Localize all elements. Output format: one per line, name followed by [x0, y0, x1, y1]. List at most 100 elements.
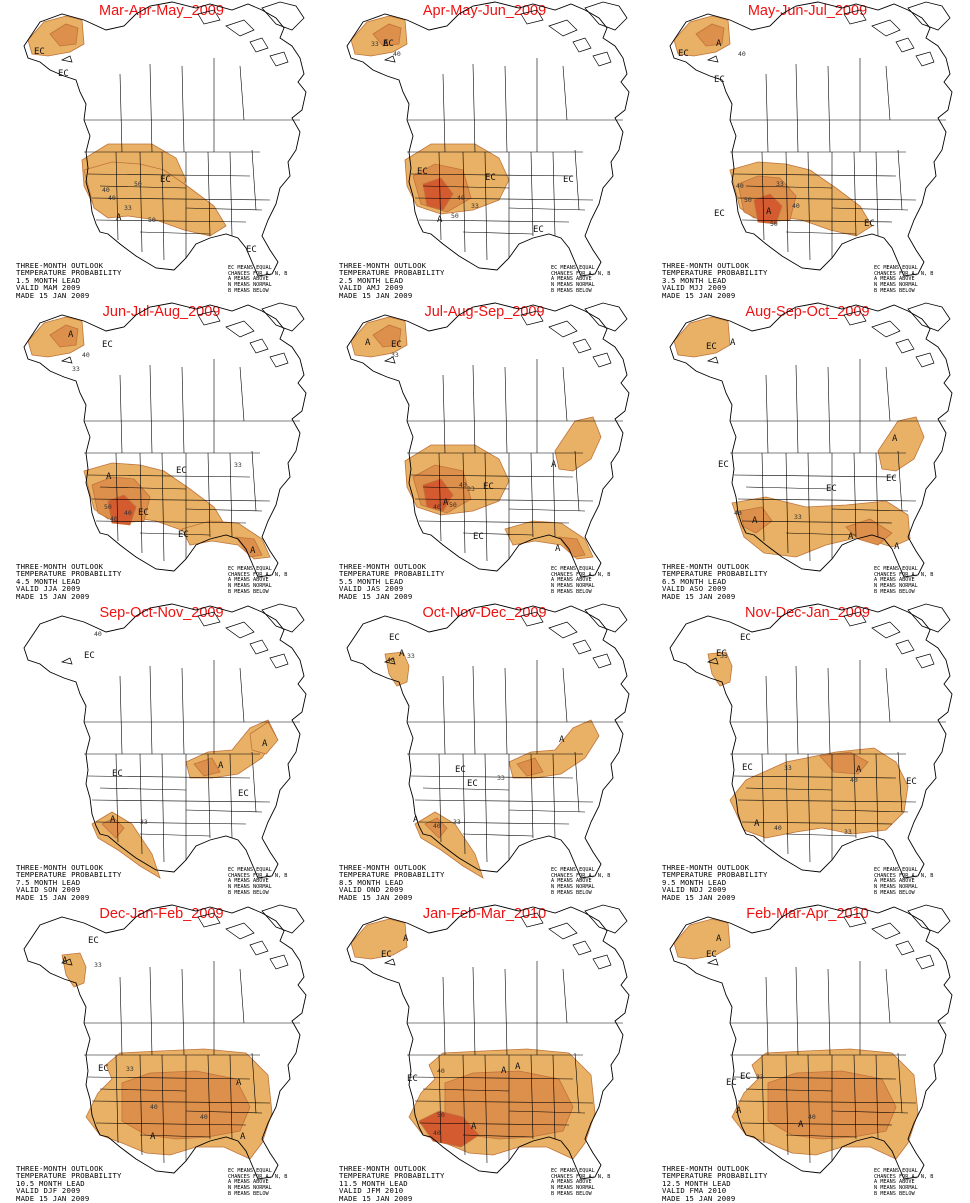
state-border [91, 498, 271, 502]
outlook-category-label: EC [467, 779, 478, 789]
state-border [831, 1110, 909, 1114]
continent-outline [669, 1, 953, 277]
legend-line: B MEANS BELOW [228, 889, 269, 896]
info-line: 2.5 MONTH LEAD [339, 275, 404, 285]
contour-value-label: 50 [451, 212, 459, 220]
map-panel: Aug-Sep-Oct_2009 A EC A EC EC EC A 40 33 A A THREE… [646, 301, 969, 601]
island-outline [269, 352, 289, 368]
state-border [462, 151, 466, 253]
info-line: TEMPERATURE PROBABILITY [339, 870, 445, 880]
state-border [737, 498, 917, 502]
contour-value-label: 33 [124, 204, 132, 212]
outlook-category-label: EC [886, 474, 897, 484]
state-border [185, 207, 263, 211]
legend-line: EC MEANS EQUAL [228, 265, 272, 271]
contour-value-label: 33 [407, 652, 415, 660]
greenland-outline [907, 603, 951, 633]
state-border [827, 667, 831, 755]
state-border [508, 1110, 586, 1114]
island-outline [249, 338, 269, 354]
info-line: TEMPERATURE PROBABILITY [662, 268, 768, 278]
outlook-category-label: EC [178, 530, 189, 540]
legend-line: A MEANS ABOVE [551, 878, 592, 885]
outlook-category-label: A [515, 1062, 521, 1072]
outlook-category-label: EC [98, 1064, 109, 1074]
state-border [795, 364, 799, 454]
base-map [23, 603, 307, 879]
map-panel: Jan-Feb-Mar_2010 A EC EC 40 A A 40 50 A THREE-MO… [323, 903, 646, 1203]
info-line: MADE 15 JAN 2009 [339, 591, 413, 601]
legend-line: N MEANS NORMAL [551, 583, 595, 590]
above-normal-region [554, 416, 602, 472]
state-border [414, 197, 594, 201]
state-border [785, 151, 789, 253]
state-border [207, 753, 211, 839]
state-border [91, 1100, 271, 1104]
contour-value-label: 33 [140, 818, 148, 826]
outlook-map: A EC A EC EC EC A 40 33 A A [669, 302, 953, 578]
island-outline [871, 320, 901, 338]
state-border [91, 799, 271, 803]
state-border [414, 498, 594, 502]
map-legend: EC MEANS EQUAL CHANCES FOR A, N, B A MEA… [228, 566, 287, 596]
state-border [875, 151, 879, 237]
state-border [462, 833, 534, 837]
state-border [207, 452, 211, 538]
info-line: TEMPERATURE PROBABILITY [16, 268, 122, 278]
island-outline [843, 912, 867, 928]
continent-outline [23, 302, 307, 578]
legend-line: N MEANS NORMAL [874, 884, 918, 891]
above-normal-region [193, 757, 221, 777]
outlook-category-label: EC [160, 175, 171, 185]
info-line: VALID MJJ 2009 [662, 283, 727, 293]
legend-line: A MEANS ABOVE [874, 1179, 915, 1186]
state-border [438, 452, 442, 542]
continent-outline [346, 904, 630, 1180]
above-normal-region [707, 651, 733, 687]
above-normal-region [249, 721, 279, 755]
map-panel: Jul-Aug-Sep_2009 A 33 EC A 40 50 33 40 EC A EC A TH… [323, 301, 646, 601]
state-border [99, 1088, 187, 1092]
map-panel: Jun-Jul-Aug_2009 A 40 33 EC EC 33 A 40 50 40 EC EC A… [0, 301, 323, 601]
island-outline [249, 37, 269, 53]
state-border [418, 219, 570, 223]
outlook-category-label: EC [246, 245, 257, 255]
legend-line: N MEANS NORMAL [551, 884, 595, 891]
state-border [530, 151, 534, 237]
island-outline [269, 653, 289, 669]
contour-value-label: 40 [110, 515, 118, 523]
legend-line: CHANCES FOR A, N, B [551, 1173, 611, 1180]
outlook-info: THREE-MONTH OUTLOOK TEMPERATURE PROBABIL… [662, 864, 768, 901]
state-border [745, 185, 833, 189]
state-border [508, 508, 586, 512]
state-border [827, 366, 831, 454]
above-normal-region [101, 817, 125, 839]
outlook-category-label: A [848, 532, 854, 542]
state-border [422, 185, 510, 189]
state-border [139, 1134, 211, 1138]
state-border [207, 1054, 211, 1140]
legend-line: B MEANS BELOW [228, 287, 269, 294]
info-line: THREE-MONTH OUTLOOK [339, 562, 427, 571]
map-panel: Sep-Oct-Nov_2009 40 EC A EC A EC A 33 THREE-MON… [0, 602, 323, 902]
state-border [149, 665, 153, 755]
state-border [508, 809, 586, 813]
state-border [139, 452, 143, 554]
state-border [530, 753, 534, 839]
outlook-category-label: EC [726, 1078, 737, 1088]
island-outline [592, 352, 612, 368]
contour-value-label: 33 [497, 774, 505, 782]
island-outline [197, 9, 221, 25]
state-border [785, 452, 789, 554]
state-border [508, 207, 586, 211]
outlook-category-label: EC [864, 219, 875, 229]
outlook-info: THREE-MONTH OUTLOOK TEMPERATURE PROBABIL… [662, 1165, 768, 1202]
contour-value-label: 50 [744, 196, 752, 204]
info-line: MADE 15 JAN 2009 [16, 1193, 90, 1203]
legend-line: B MEANS BELOW [551, 1190, 592, 1197]
state-border [149, 966, 153, 1056]
state-border [251, 149, 257, 211]
outlook-category-label: A [413, 815, 419, 825]
contour-value-label: 33 [844, 828, 852, 836]
